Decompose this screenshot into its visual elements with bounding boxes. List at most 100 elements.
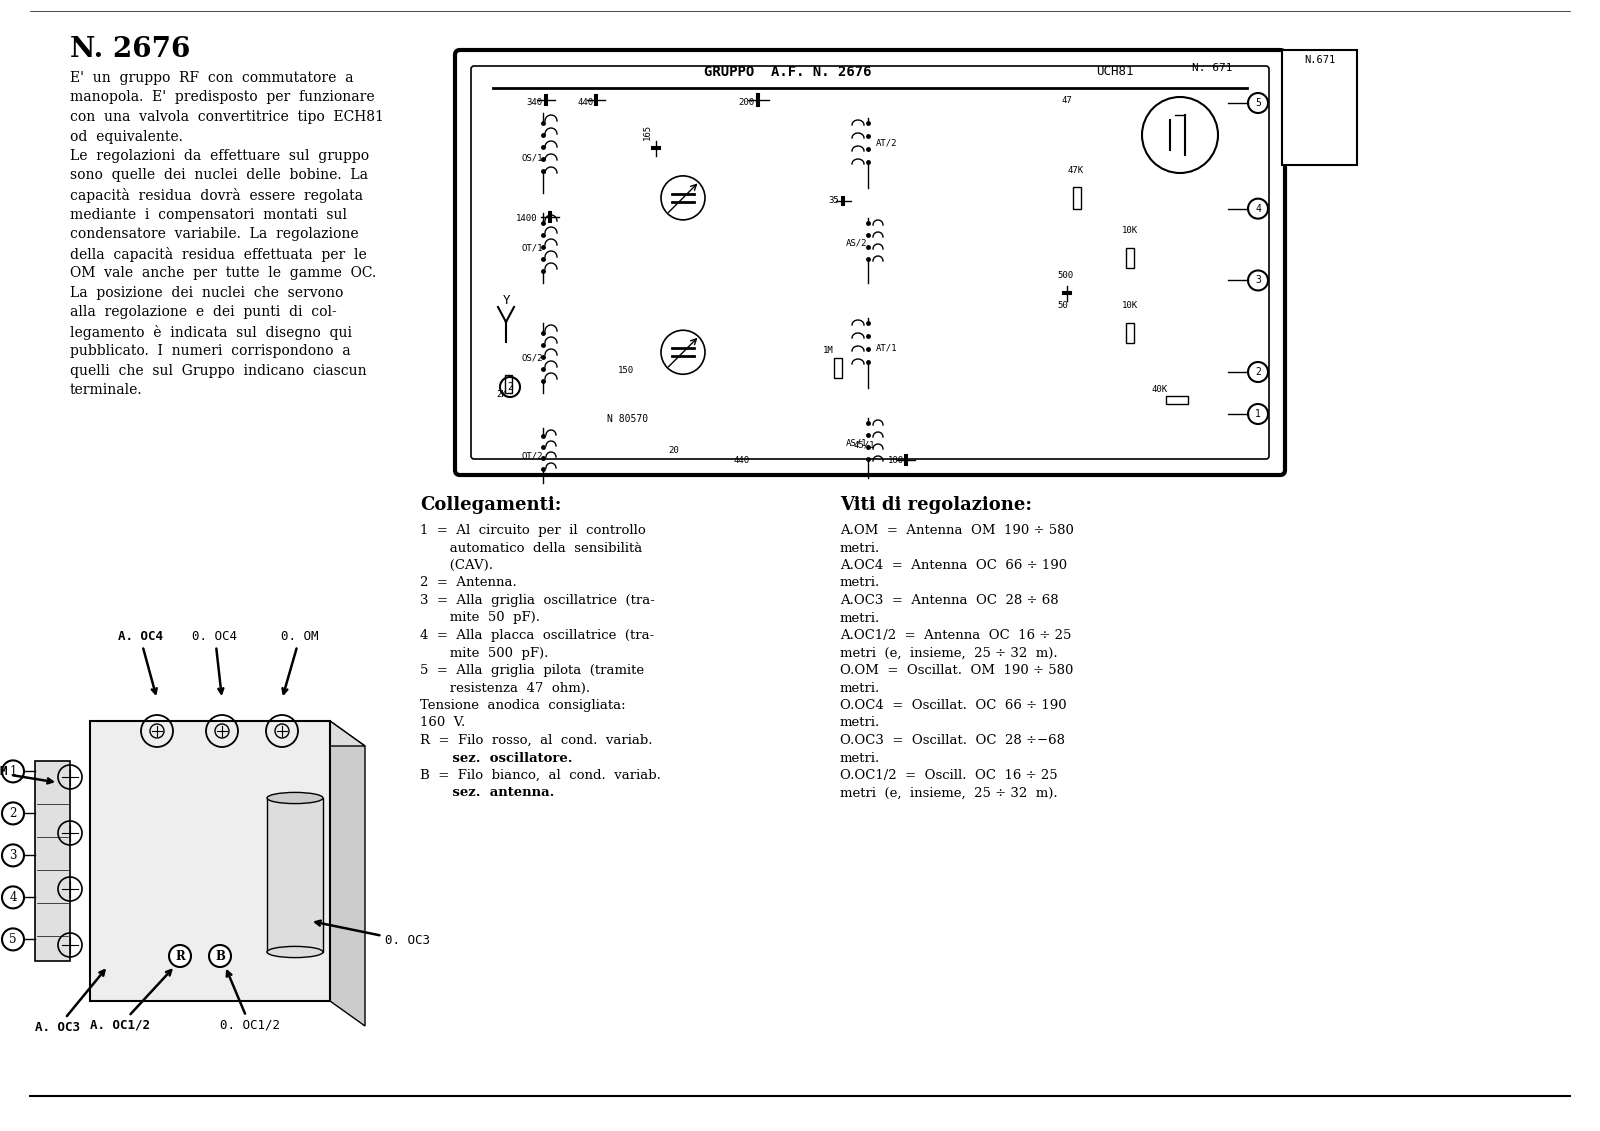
Text: OS/2: OS/2 [522, 354, 542, 363]
Text: metri  (e,  insieme,  25 ÷ 32  m).: metri (e, insieme, 25 ÷ 32 m). [840, 647, 1058, 659]
Text: 40K: 40K [1152, 385, 1168, 394]
Text: Y: Y [502, 294, 510, 307]
Text: 340: 340 [526, 98, 542, 107]
Text: metri.: metri. [840, 612, 880, 624]
Bar [1074, 187, 1082, 209]
Text: 1: 1 [10, 765, 16, 778]
Text: AS/1: AS/1 [846, 439, 867, 448]
Text: con  una  valvola  convertitrice  tipo  ECH81: con una valvola convertitrice tipo ECH81 [70, 110, 384, 124]
Text: 1M: 1M [822, 346, 834, 355]
Text: OM  vale  anche  per  tutte  le  gamme  OC.: OM vale anche per tutte le gamme OC. [70, 266, 376, 280]
Text: A. OM: A. OM [0, 765, 53, 784]
Text: od  equivalente.: od equivalente. [70, 130, 182, 144]
Circle shape [2, 887, 24, 908]
Text: N. 671: N. 671 [1192, 63, 1232, 74]
Text: sez.  antenna.: sez. antenna. [419, 786, 554, 800]
Text: AT/1: AT/1 [877, 344, 898, 353]
Text: 2K: 2K [496, 390, 507, 399]
Text: A. OC4: A. OC4 [117, 630, 163, 693]
Text: condensatore  variabile.  La  regolazione: condensatore variabile. La regolazione [70, 227, 358, 241]
Text: O.OC3  =  Oscillat.  OC  28 ÷−68: O.OC3 = Oscillat. OC 28 ÷−68 [840, 734, 1066, 746]
Text: metri.: metri. [840, 682, 880, 694]
Text: mediante  i  compensatori  montati  sul: mediante i compensatori montati sul [70, 207, 347, 222]
Text: metri.: metri. [840, 751, 880, 765]
Text: 0. OC1/2: 0. OC1/2 [221, 972, 280, 1031]
Text: 35: 35 [829, 196, 838, 205]
Text: OS/1: OS/1 [522, 154, 542, 163]
Bar [504, 375, 512, 392]
Text: N 80570: N 80570 [608, 414, 648, 424]
Text: 2: 2 [10, 806, 16, 820]
Text: AS/2: AS/2 [846, 239, 867, 248]
Text: terminale.: terminale. [70, 383, 142, 397]
Text: 200: 200 [738, 98, 754, 107]
Text: 100: 100 [888, 456, 904, 465]
Text: 1  =  Al  circuito  per  il  controllo: 1 = Al circuito per il controllo [419, 524, 646, 537]
FancyBboxPatch shape [470, 66, 1269, 459]
Circle shape [170, 946, 190, 967]
Text: sono  quelle  dei  nuclei  delle  bobine.  La: sono quelle dei nuclei delle bobine. La [70, 169, 368, 182]
Text: 47K: 47K [1067, 166, 1083, 175]
Text: OT/2: OT/2 [522, 451, 542, 460]
Text: Collegamenti:: Collegamenti: [419, 497, 562, 513]
Text: 4: 4 [1254, 204, 1261, 214]
Bar [35, 761, 70, 961]
Text: mite  500  pF).: mite 500 pF). [419, 647, 549, 659]
Text: A. OC1/2: A. OC1/2 [90, 970, 171, 1031]
Text: E'  un  gruppo  RF  con  commutatore  a: E' un gruppo RF con commutatore a [70, 71, 354, 85]
Text: pubblicato.  I  numeri  corrispondono  a: pubblicato. I numeri corrispondono a [70, 344, 350, 359]
Text: 10K: 10K [1122, 226, 1138, 235]
Bar [1166, 396, 1187, 404]
Text: Viti di regolazione:: Viti di regolazione: [840, 497, 1032, 513]
Text: Tensione  anodica  consigliata:: Tensione anodica consigliata: [419, 699, 626, 713]
Text: 50: 50 [1058, 301, 1067, 310]
Text: O.OC4  =  Oscillat.  OC  66 ÷ 190: O.OC4 = Oscillat. OC 66 ÷ 190 [840, 699, 1067, 713]
Text: UCH81: UCH81 [1096, 64, 1134, 78]
Text: della  capacità  residua  effettuata  per  le: della capacità residua effettuata per le [70, 247, 366, 261]
Text: 47: 47 [1062, 96, 1072, 105]
Text: A.OC1/2  =  Antenna  OC  16 ÷ 25: A.OC1/2 = Antenna OC 16 ÷ 25 [840, 629, 1072, 642]
Polygon shape [330, 720, 365, 1026]
Text: 2  =  Antenna.: 2 = Antenna. [419, 577, 517, 589]
Text: alla  regolazione  e  dei  punti  di  col-: alla regolazione e dei punti di col- [70, 305, 336, 319]
Text: 500: 500 [1058, 271, 1074, 280]
Text: A.OC3  =  Antenna  OC  28 ÷ 68: A.OC3 = Antenna OC 28 ÷ 68 [840, 594, 1059, 607]
Circle shape [2, 929, 24, 950]
Text: quelli  che  sul  Gruppo  indicano  ciascun: quelli che sul Gruppo indicano ciascun [70, 363, 366, 378]
Text: 45/1: 45/1 [853, 441, 875, 450]
Circle shape [2, 802, 24, 824]
Text: sez.  oscillatore.: sez. oscillatore. [419, 751, 573, 765]
Text: La  posizione  dei  nuclei  che  servono: La posizione dei nuclei che servono [70, 285, 344, 300]
Text: 0. OM: 0. OM [282, 630, 318, 693]
Text: automatico  della  sensibilità: automatico della sensibilità [419, 542, 642, 554]
Text: R: R [174, 950, 186, 962]
Text: 2: 2 [1254, 366, 1261, 377]
Text: O.OC1/2  =  Oscill.  OC  16 ÷ 25: O.OC1/2 = Oscill. OC 16 ÷ 25 [840, 769, 1058, 782]
Text: R  =  Filo  rosso,  al  cond.  variab.: R = Filo rosso, al cond. variab. [419, 734, 653, 746]
Text: 165: 165 [643, 124, 653, 140]
Text: 4  =  Alla  placca  oscillatrice  (tra-: 4 = Alla placca oscillatrice (tra- [419, 629, 654, 642]
Bar [1282, 50, 1357, 165]
Text: 150: 150 [618, 366, 634, 375]
Text: A.OM  =  Antenna  OM  190 ÷ 580: A.OM = Antenna OM 190 ÷ 580 [840, 524, 1074, 537]
Text: (CAV).: (CAV). [419, 559, 493, 572]
Text: 1400: 1400 [515, 214, 538, 223]
Circle shape [2, 845, 24, 866]
Text: N. 2676: N. 2676 [70, 36, 190, 63]
Text: O.OM  =  Oscillat.  OM  190 ÷ 580: O.OM = Oscillat. OM 190 ÷ 580 [840, 664, 1074, 677]
Text: N.671: N.671 [1304, 55, 1334, 64]
Text: Le  regolazioni  da  effettuare  sul  gruppo: Le regolazioni da effettuare sul gruppo [70, 149, 370, 163]
Text: 2: 2 [507, 382, 514, 392]
Text: metri.: metri. [840, 717, 880, 729]
Text: GRUPPO  A.F. N. 2676: GRUPPO A.F. N. 2676 [704, 64, 872, 79]
Text: metri.: metri. [840, 542, 880, 554]
Circle shape [210, 946, 230, 967]
Text: legamento  è  indicata  sul  disegno  qui: legamento è indicata sul disegno qui [70, 325, 352, 339]
Circle shape [2, 760, 24, 783]
Bar [1126, 323, 1134, 343]
Ellipse shape [267, 947, 323, 958]
Polygon shape [90, 720, 365, 746]
Text: 10K: 10K [1122, 301, 1138, 310]
Text: 3  =  Alla  griglia  oscillatrice  (tra-: 3 = Alla griglia oscillatrice (tra- [419, 594, 654, 607]
Text: 5  =  Alla  griglia  pilota  (tramite: 5 = Alla griglia pilota (tramite [419, 664, 645, 677]
